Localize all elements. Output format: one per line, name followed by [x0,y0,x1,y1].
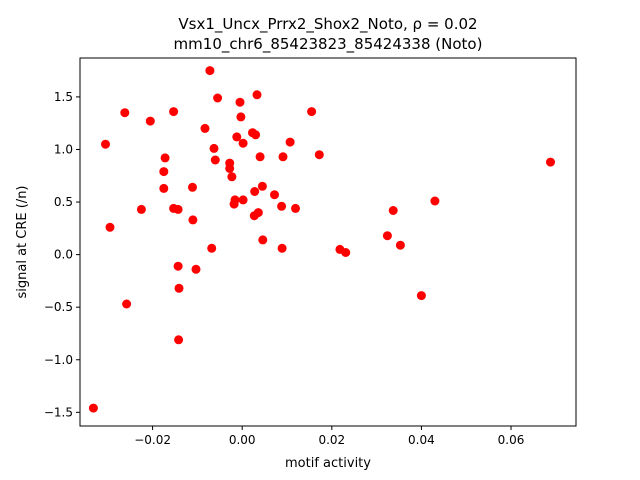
y-tick-label: 0.0 [54,248,73,262]
data-point [159,167,169,177]
data-point [236,112,246,122]
data-point [238,138,248,148]
data-point [252,90,262,100]
data-point [430,196,440,206]
x-tick-label: 0.00 [229,433,256,447]
data-point [395,240,405,250]
data-point [101,139,110,149]
data-point [382,231,392,241]
x-axis-label: motif activity [285,456,371,471]
data-point [230,195,240,205]
data-point [169,107,179,117]
data-point [285,137,295,147]
data-point [173,204,183,214]
data-point [160,153,170,163]
data-point [225,163,235,173]
x-tick-label: 0.02 [318,433,345,447]
data-point [388,206,398,215]
y-tick-label: −0.5 [44,300,73,314]
data-point [227,172,237,182]
data-point [88,403,98,413]
data-point [232,132,242,142]
x-tick-label: −0.02 [134,433,171,447]
data-point [213,93,223,103]
plot-marks [88,66,555,413]
data-point [291,203,300,213]
data-point [105,222,115,232]
data-point [416,291,426,301]
data-point [341,248,351,257]
chart-title-line1: Vsx1_Uncx_Prrx2_Shox2_Noto, ρ = 0.02 [178,15,477,34]
data-point [257,181,267,191]
data-point [120,108,130,118]
data-point [205,66,215,76]
data-point [277,243,287,253]
data-point [136,204,146,214]
chart-title-line2: mm10_chr6_85423823_85424338 (Noto) [174,35,483,54]
data-point [314,150,324,160]
y-axis-ticks: −1.5 −1.0 −0.5 0.0 0.5 1.0 1.5 [44,90,80,419]
y-tick-label: −1.0 [44,353,73,367]
data-point [159,183,169,193]
data-point [238,195,248,205]
data-point [122,299,132,309]
y-tick-label: 1.5 [54,90,73,104]
data-point [270,190,279,200]
y-tick-label: −1.5 [44,405,73,419]
data-point [188,182,197,192]
data-point [255,152,265,162]
x-tick-label: 0.06 [498,433,525,447]
data-point [191,264,201,274]
data-point [210,155,220,165]
plot-frame [79,57,577,427]
data-point [209,143,219,153]
y-tick-label: 0.5 [54,195,73,209]
y-axis-label: signal at CRE (/n) [15,185,30,298]
data-point [277,201,287,211]
data-point [200,123,210,133]
data-point [546,157,555,167]
data-point [173,261,183,271]
data-point [207,243,217,253]
data-point [174,335,184,345]
data-point [145,116,155,126]
data-point [250,187,260,196]
y-tick-label: 1.0 [54,142,73,156]
data-point [188,215,198,225]
data-point [258,235,268,245]
data-point [253,208,263,218]
data-point [278,152,288,162]
data-point [307,107,317,117]
x-tick-label: 0.04 [408,433,435,447]
data-point [235,97,245,107]
x-axis-ticks: −0.02 0.00 0.02 0.04 0.06 [134,426,524,447]
data-point [251,130,261,140]
data-point [174,283,184,293]
